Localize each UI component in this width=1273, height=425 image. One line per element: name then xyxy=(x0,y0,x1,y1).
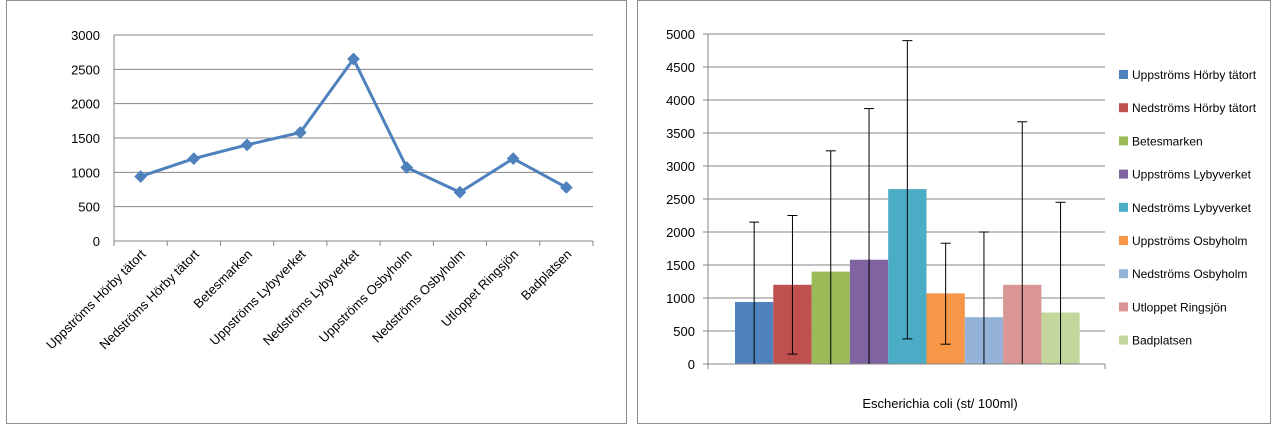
legend-label: Badplatsen xyxy=(1132,334,1192,348)
legend-swatch xyxy=(1119,202,1128,212)
y-tick-label: 1500 xyxy=(71,131,100,146)
data-point xyxy=(347,52,360,66)
y-tick-label: 3000 xyxy=(666,159,695,174)
legend-label: Uppströms Osbyholm xyxy=(1132,234,1247,248)
x-tick-label: Badplatsen xyxy=(518,247,575,304)
legend-label: Uppströms Hörby tätort xyxy=(1132,68,1257,82)
data-point xyxy=(134,170,147,183)
y-tick-label: 5000 xyxy=(666,27,695,42)
y-tick-label: 1500 xyxy=(666,258,695,273)
y-tick-label: 2500 xyxy=(71,62,100,77)
legend-label: Nedströms Lybyverket xyxy=(1132,201,1252,215)
x-tick-label: Uppströms Hörby tätort xyxy=(43,246,149,352)
y-tick-label: 0 xyxy=(688,357,695,372)
legend-swatch xyxy=(1119,169,1128,179)
x-tick-label: Nedströms Hörby tätort xyxy=(96,246,202,352)
y-tick-label: 1000 xyxy=(71,165,100,180)
line-chart-panel: 0 500 1000 1500 2000 2500 3000 Uppströms Hörby … xyxy=(6,0,627,424)
data-point xyxy=(187,152,201,165)
bar-chart-panel: 0 500 1000 1500 2000 2500 3000 3500 4000 4500 5000… xyxy=(637,0,1271,424)
x-axis-title: Escherichia coli (st/ 100ml) xyxy=(862,396,1017,411)
x-tick-label: Uppströms Osbyholm xyxy=(316,247,415,346)
legend-swatch xyxy=(1119,236,1128,245)
line-chart: 0 500 1000 1500 2000 2500 3000 Uppströms Hörby … xyxy=(43,28,594,352)
x-tick-label: Nedströms Lybyverket xyxy=(260,246,362,348)
data-point xyxy=(240,138,254,152)
data-point xyxy=(560,181,573,194)
legend-swatch xyxy=(1119,103,1128,113)
y-tick-label: 3000 xyxy=(71,28,100,43)
y-tick-label: 4000 xyxy=(666,93,695,108)
legend-label: Nedströms Osbyholm xyxy=(1132,267,1247,281)
legend-swatch xyxy=(1119,70,1128,79)
x-tick-label: Uppströms Lybyverket xyxy=(207,246,309,348)
y-tick-label: 4500 xyxy=(666,60,695,75)
data-point xyxy=(453,185,467,199)
x-tick-label: Nedströms Osbyholm xyxy=(369,247,468,346)
y-tick-label: 2000 xyxy=(666,225,695,240)
legend-swatch xyxy=(1119,136,1128,146)
legend-label: Uppströms Lybyverket xyxy=(1132,168,1252,182)
legend-label: Nedströms Hörby tätort xyxy=(1132,101,1257,115)
bar-chart: 0 500 1000 1500 2000 2500 3000 3500 4000 4500 5000… xyxy=(666,27,1257,411)
data-point xyxy=(506,152,520,165)
legend-label: Betesmarken xyxy=(1132,134,1203,148)
y-tick-label: 2000 xyxy=(71,97,100,112)
legend-swatch xyxy=(1119,302,1128,312)
y-tick-label: 500 xyxy=(673,324,695,339)
y-tick-label: 0 xyxy=(93,234,100,249)
legend-label: Utloppet Ringsjön xyxy=(1132,300,1227,314)
legend-swatch xyxy=(1119,335,1128,345)
legend-swatch xyxy=(1119,269,1128,279)
data-point xyxy=(400,161,414,174)
y-tick-label: 500 xyxy=(78,200,100,215)
data-point xyxy=(293,126,307,139)
y-tick-label: 1000 xyxy=(666,291,695,306)
y-tick-label: 2500 xyxy=(666,192,695,207)
y-tick-label: 3500 xyxy=(666,126,695,141)
